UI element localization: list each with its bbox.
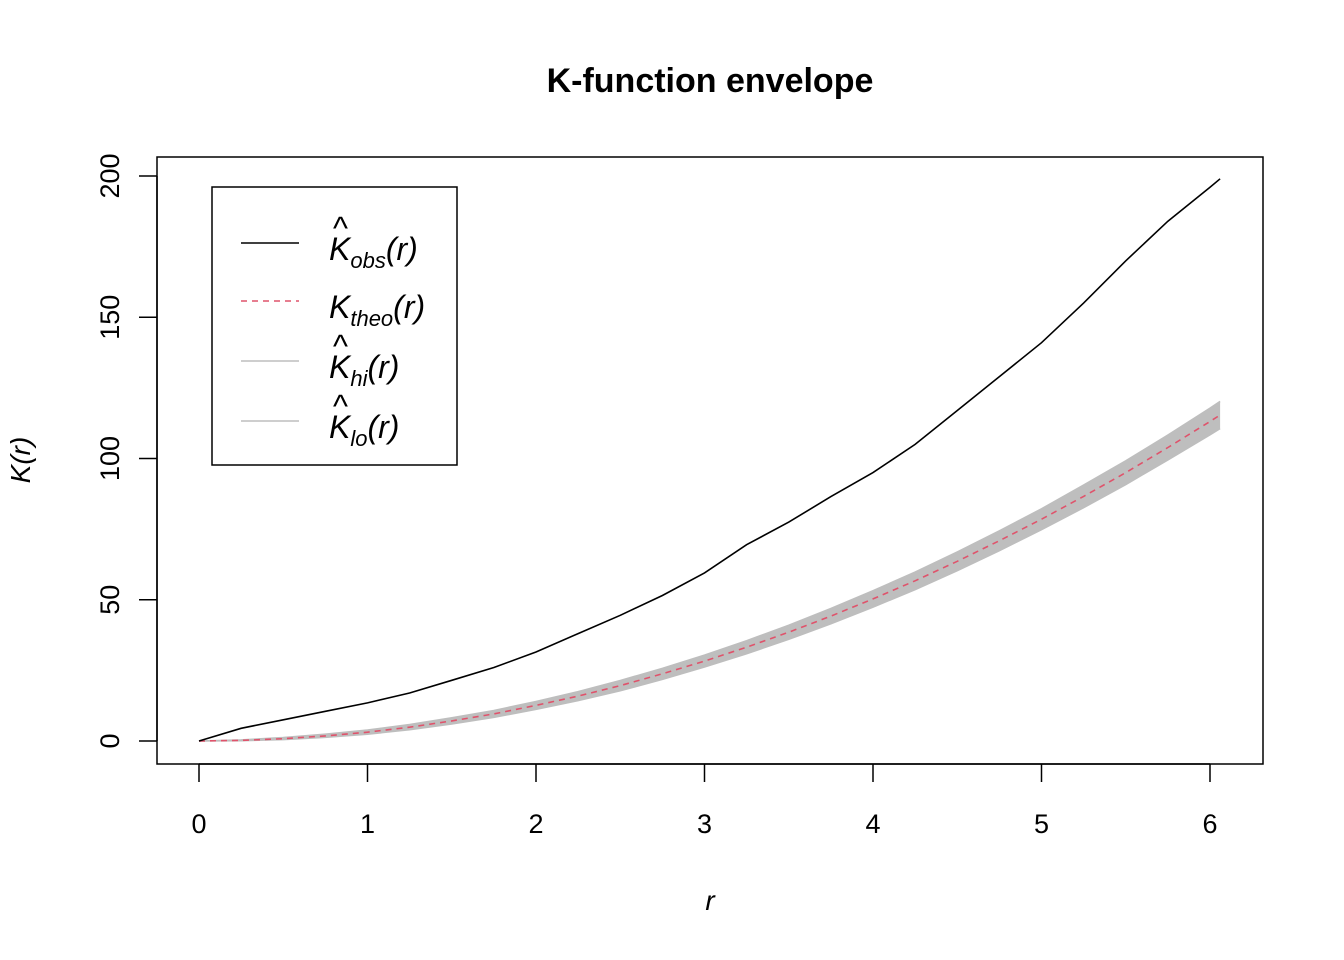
y-axis-label: K(r)	[5, 437, 36, 484]
y-tick-label: 100	[95, 436, 125, 481]
series-line-lo	[198, 427, 1221, 742]
x-tick-label: 4	[865, 809, 880, 839]
x-tick-label: 5	[1034, 809, 1049, 839]
legend-hat-icon: ^	[332, 328, 348, 364]
legend-label-hi: Khi(r)	[329, 349, 399, 391]
legend-label-obs: Kobs(r)	[329, 231, 418, 273]
series-line-obs	[198, 178, 1221, 742]
legend: Kobs(r)^Ktheo(r)Khi(r)^Klo(r)^	[211, 186, 458, 466]
legend-label-theo: Ktheo(r)	[329, 289, 425, 331]
x-tick-label: 1	[360, 809, 375, 839]
x-tick-label: 2	[528, 809, 543, 839]
chart-title: K-function envelope	[547, 62, 874, 100]
y-tick-label: 0	[95, 733, 125, 748]
y-tick-label: 200	[95, 153, 125, 198]
legend-box	[211, 186, 458, 466]
legend-hat-icon: ^	[332, 388, 348, 424]
x-tick-label: 3	[697, 809, 712, 839]
legend-hat-icon: ^	[332, 210, 348, 246]
x-axis-label: r	[705, 885, 716, 916]
series-line-hi	[198, 400, 1221, 742]
x-tick-label: 0	[191, 809, 206, 839]
x-axis: 0 1 2 3 4 5 6	[191, 763, 1218, 839]
y-tick-label: 50	[95, 585, 125, 615]
legend-label-lo: Klo(r)	[329, 409, 399, 451]
plot-area	[198, 178, 1221, 742]
x-tick-label: 6	[1202, 809, 1217, 839]
y-tick-label: 150	[95, 295, 125, 340]
y-axis: 0 50 100 150 200	[95, 153, 158, 749]
